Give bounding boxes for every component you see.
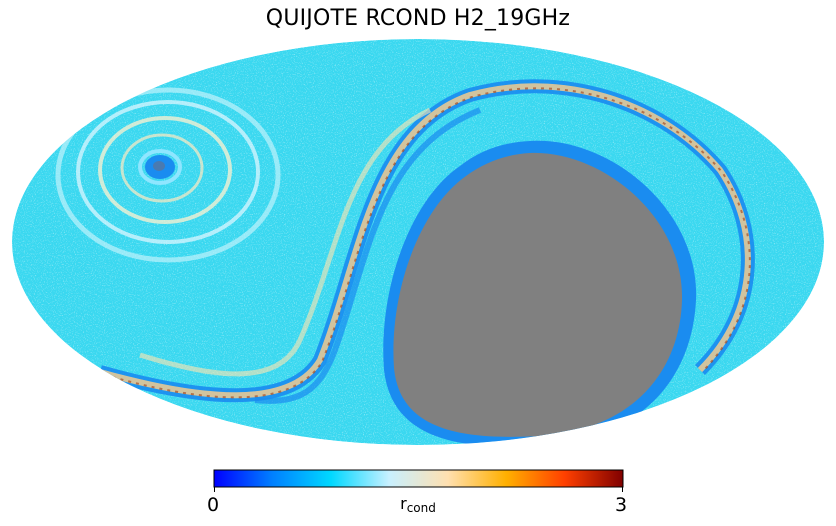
s-band-inner <box>139 107 432 377</box>
colorbar-tick-label-max: 3 <box>615 494 628 516</box>
colorbar-label: rcond <box>400 494 436 515</box>
colorbar-tick-label-min: 0 <box>207 494 220 516</box>
small-hole-center <box>153 161 165 171</box>
s-band-inner2 <box>254 107 482 404</box>
masked-region <box>393 152 683 437</box>
chart-title: QUIJOTE RCOND H2_19GHz <box>265 6 571 31</box>
colorbar <box>213 469 624 488</box>
s-band-warm <box>99 83 751 399</box>
sky-map-layer <box>12 39 824 445</box>
left-swirl <box>55 87 281 263</box>
s-band-hot <box>104 87 751 399</box>
